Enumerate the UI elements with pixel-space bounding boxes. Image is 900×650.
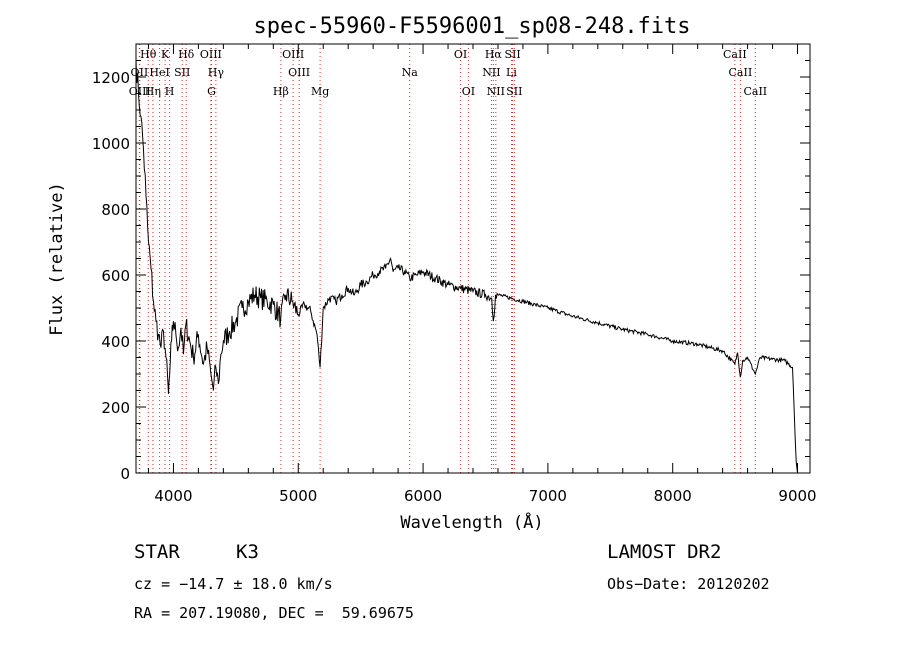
object-subclass: K3 — [236, 541, 259, 563]
line-label: OI — [462, 85, 475, 98]
line-label: CaII — [723, 48, 747, 61]
line-label: HeI — [149, 66, 169, 79]
x-tick-label: 5000 — [279, 487, 317, 505]
y-tick-label: 1200 — [92, 69, 130, 87]
line-label: Mg — [311, 85, 329, 98]
observation-date: Obs−Date: 20120202 — [607, 575, 770, 593]
line-label: Na — [402, 66, 419, 79]
line-label: OIII — [282, 48, 304, 61]
x-tick-label: 8000 — [654, 487, 692, 505]
plot-frame — [135, 43, 811, 474]
line-label: OIII — [288, 66, 310, 79]
x-axis-label: Wavelength (Å) — [400, 511, 543, 533]
line-label: CaII — [729, 66, 753, 79]
line-label: SII — [504, 48, 520, 61]
spectrum-line — [135, 60, 798, 474]
y-tick-label: 400 — [101, 333, 130, 351]
x-tick-label: 7000 — [529, 487, 567, 505]
x-tick-label: 9000 — [778, 487, 816, 505]
line-label: NII — [487, 85, 505, 98]
line-label: CaII — [743, 85, 767, 98]
line-label: Li — [506, 66, 517, 79]
chart-title: spec-55960-F5596001_sp08-248.fits — [253, 14, 690, 39]
line-label: Hδ — [178, 48, 195, 61]
coordinates: RA = 207.19080, DEC = 59.69675 — [134, 604, 414, 622]
x-tick-label: 6000 — [404, 487, 442, 505]
line-label: SII — [506, 85, 522, 98]
line-label: Hθ — [140, 48, 157, 61]
x-axis-ticks: 4000 5000 6000 7000 8000 9000 — [147, 44, 817, 505]
line-markers — [138, 44, 756, 473]
line-label: G — [207, 85, 216, 98]
y-tick-label: 1000 — [92, 135, 130, 153]
survey-name: LAMOST DR2 — [607, 541, 722, 563]
x-tick-label: 4000 — [154, 487, 192, 505]
line-label: Hα — [485, 48, 503, 61]
line-label: NII — [482, 66, 500, 79]
object-class: STAR — [134, 541, 180, 563]
line-label: OII — [131, 66, 149, 79]
redshift-velocity: cz = −14.7 ± 18.0 km/s — [134, 575, 333, 593]
line-label: OI — [454, 48, 467, 61]
y-tick-label: 200 — [101, 399, 130, 417]
line-label: Hβ — [273, 85, 289, 98]
y-tick-label: 0 — [120, 465, 130, 483]
line-label: SII — [174, 66, 190, 79]
line-label: OIII — [129, 85, 151, 98]
y-axis-ticks: 0 200 400 600 800 1000 1200 — [92, 43, 810, 483]
line-label: H — [165, 85, 175, 98]
y-tick-label: 600 — [101, 267, 130, 285]
line-label: Hγ — [208, 66, 225, 79]
line-label: Hη — [145, 85, 161, 98]
line-label: OIII — [200, 48, 222, 61]
y-tick-label: 800 — [101, 201, 130, 219]
y-axis-label: Flux (relative) — [47, 182, 67, 336]
line-label: K — [161, 48, 170, 61]
